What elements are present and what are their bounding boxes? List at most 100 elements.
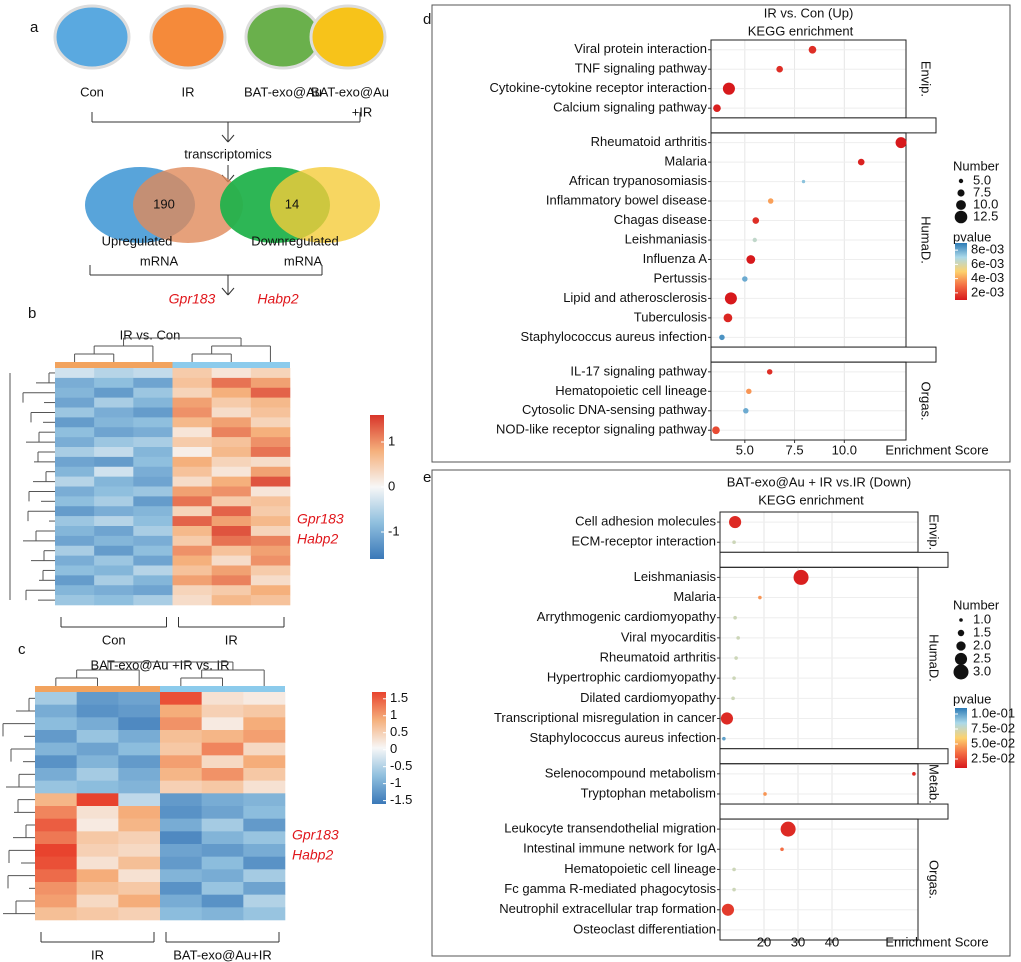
- category-label: Viral protein interaction: [574, 41, 707, 56]
- bubble: [776, 65, 783, 73]
- group-circle: [244, 4, 322, 70]
- legend-label: 10.0: [973, 196, 998, 211]
- bubble: [780, 821, 796, 837]
- bubble: [722, 736, 726, 741]
- heatmap-cell: [76, 831, 119, 845]
- legend-title: Number: [953, 597, 1000, 612]
- legend-label: 7.5: [973, 184, 991, 199]
- colorbar-label: 4e-03: [971, 270, 1004, 285]
- heatmap-cell: [55, 427, 95, 438]
- heatmap-cell: [35, 844, 77, 857]
- heatmap-cell: [172, 447, 212, 458]
- heatmap-cell: [250, 437, 291, 448]
- group-circle: [309, 4, 387, 70]
- heatmap-cell: [160, 907, 202, 921]
- category-label: Transcriptional misregulation in cancer: [494, 710, 717, 725]
- heatmap-cell: [133, 437, 173, 448]
- heatmap-cell: [243, 856, 286, 870]
- heatmap-cell: [243, 742, 286, 756]
- legend-bubble: [954, 210, 968, 224]
- heatmap-cell: [133, 506, 173, 517]
- heatmap-cell: [118, 869, 161, 883]
- heatmap-cell: [55, 476, 95, 487]
- colorbar-label: 2.5e-02: [971, 750, 1015, 765]
- heatmap-cell: [243, 692, 286, 705]
- category-label: Selenocompound metabolism: [545, 765, 716, 780]
- heatmap-cell: [211, 377, 252, 389]
- heatmap-cell: [211, 516, 252, 527]
- facet-strip: [710, 346, 937, 363]
- legend-bubble: [954, 652, 968, 666]
- heatmap-cell: [243, 844, 286, 857]
- heatmap-cell: [211, 506, 252, 517]
- heatmap-cell: [55, 417, 95, 428]
- heatmap-cell: [55, 526, 95, 537]
- heatmap-cell: [35, 882, 77, 895]
- heatmap-cell: [250, 427, 291, 438]
- heatmap-cell: [172, 387, 212, 398]
- legend-label: 3.0: [973, 663, 991, 678]
- bubble: [808, 45, 817, 54]
- heatmap-cell: [76, 780, 119, 794]
- heatmap-cell: [250, 466, 291, 477]
- heatmap-cell: [76, 717, 119, 731]
- bubble: [732, 676, 736, 680]
- heatmap-cell: [211, 565, 252, 576]
- category-label: Hypertrophic cardiomyopathy: [547, 670, 717, 685]
- panel-label: b: [28, 305, 36, 322]
- heatmap-cell: [76, 755, 119, 769]
- heatmap-cell: [172, 516, 212, 527]
- gene-label: Habp2: [297, 531, 338, 547]
- heatmap-cell: [250, 407, 291, 418]
- heatmap-cell: [250, 506, 291, 517]
- heatmap-cell: [76, 692, 119, 705]
- heatmap-cell: [76, 882, 119, 895]
- heatmap-cell: [55, 397, 95, 408]
- heatmap-cell: [172, 486, 212, 497]
- heatmap-cell: [243, 793, 286, 807]
- heatmap-cell: [35, 692, 77, 705]
- bubble: [752, 237, 757, 243]
- heatmap-cell: [250, 387, 291, 398]
- bubble: [736, 636, 740, 640]
- heatmap-cell: [35, 704, 77, 718]
- heatmap-cell: [172, 368, 212, 379]
- facet-panel: [710, 361, 907, 441]
- category-label: Fc gamma R-mediated phagocytosis: [504, 881, 716, 896]
- heatmap-cell: [211, 466, 252, 477]
- heatmap-cell: [76, 793, 119, 807]
- category-label: Malaria: [664, 154, 707, 169]
- group-circle: [53, 4, 131, 70]
- heatmap-cell: [211, 397, 252, 408]
- x-axis-label: Enrichment Score: [885, 442, 988, 457]
- heatmap-cell: [133, 368, 173, 379]
- venn-label: Downregulated: [251, 233, 338, 248]
- heatmap-cell: [250, 526, 291, 537]
- heatmap-cell: [133, 447, 173, 458]
- heatmap-cell: [94, 377, 134, 389]
- group-label: BAT-exo@Au: [244, 84, 322, 99]
- heatmap-cell: [243, 882, 286, 895]
- heatmap-cell: [76, 856, 119, 870]
- heatmap-cell: [118, 793, 161, 807]
- bubble: [912, 772, 916, 776]
- heatmap-cell: [94, 437, 134, 448]
- facet-strip: [719, 803, 949, 820]
- x-tick-label: 20: [757, 934, 771, 949]
- legend-label: 2.5: [973, 650, 991, 665]
- venn-label: Upregulated: [102, 233, 173, 248]
- heatmap-cell: [35, 768, 77, 781]
- heatmap-cell: [118, 907, 161, 921]
- heatmap-cell: [133, 545, 173, 556]
- heatmap-cell: [76, 806, 119, 819]
- heatmap-cell: [172, 407, 212, 418]
- heatmap-cell: [94, 447, 134, 458]
- heatmap-cell: [201, 806, 244, 819]
- heatmap-cell: [133, 407, 173, 418]
- heatmap-cell: [94, 506, 134, 517]
- bubble: [793, 569, 809, 585]
- heatmap-cell: [211, 526, 252, 537]
- category-label: Dilated cardiomyopathy: [580, 690, 716, 705]
- colorbar-label: 8e-03: [971, 242, 1004, 257]
